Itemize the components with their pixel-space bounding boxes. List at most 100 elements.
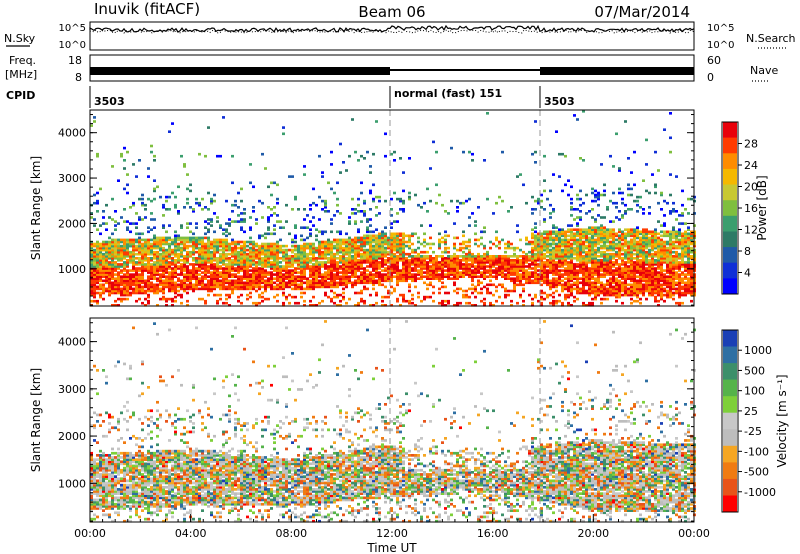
power-cell [603,240,606,244]
power-cell [510,259,513,262]
power-cell [552,224,555,227]
power-cell [345,169,348,172]
power-cell [207,242,210,246]
power-cell [501,271,504,274]
power-cell [633,183,636,187]
power-cell [150,212,153,215]
power-cell [642,291,645,295]
power-cell [225,246,228,250]
power-cell [537,197,540,201]
power-cell [555,263,558,266]
power-cell [126,271,129,274]
power-cell [594,195,597,199]
power-cell [171,252,174,256]
power-cell [453,261,456,264]
power-cell [639,297,642,301]
power-cell [156,285,159,289]
power-cell [342,248,345,252]
power-cell [417,261,420,264]
power-cell [162,259,165,262]
power-cell [213,277,216,280]
power-cell [198,240,201,244]
power-cell [288,259,291,262]
power-cell [303,263,306,266]
power-cell [342,161,345,164]
power-cell [189,230,192,234]
power-cell [519,261,522,264]
power-cell [543,218,546,221]
power-cell [582,246,585,250]
power-cell [402,275,405,278]
power-cell [591,230,594,234]
power-cell [588,242,591,246]
power-cell [342,269,345,272]
power-cell [639,285,642,289]
power-cell [555,267,558,270]
power-cell [234,252,237,256]
power-cell [318,252,321,256]
power-cell [189,189,192,193]
power-cell [558,252,561,256]
power-cell [339,299,342,303]
power-cell [630,228,633,231]
power-cell [549,236,552,240]
power-cell [558,257,561,260]
power-cell [486,287,489,291]
power-cell [588,301,591,305]
power-cell [144,244,147,248]
power-cell [396,212,399,215]
power-cell [366,218,369,221]
power-cell [129,279,132,283]
power-cell [237,240,240,244]
power-cell [279,265,282,268]
power-cell [321,299,324,303]
power-cell [468,238,471,242]
power-cell [402,246,405,250]
power-cell [312,287,315,291]
power-cell [588,248,591,252]
power-cell [540,236,543,240]
power-cell [642,228,645,231]
power-cell [363,261,366,264]
power-cell [261,281,264,285]
power-cell [540,273,543,276]
power-cell [528,267,531,270]
power-cell [282,304,285,307]
power-cell [192,246,195,250]
power-cell [594,273,597,276]
power-cell [189,244,192,248]
power-cell [264,269,267,272]
power-cell [627,291,630,295]
power-cell [360,261,363,264]
power-cell [507,289,510,293]
power-cell [180,283,183,287]
power-cell [237,252,240,256]
power-cell [201,197,204,201]
power-cell [489,259,492,262]
power-cell [447,261,450,264]
power-cell [444,273,447,276]
power-cell [579,265,582,268]
power-cell [255,244,258,248]
power-cell [639,273,642,276]
power-cell [561,228,564,231]
power-cell [567,295,570,299]
power-cell [492,263,495,266]
power-cell [363,269,366,272]
power-cell [306,226,309,229]
power-cell [96,287,99,291]
power-cell [114,242,117,246]
power-cell [507,277,510,280]
power-cell [330,289,333,293]
power-cell [285,271,288,274]
power-cell [114,228,117,231]
power-cell [474,232,477,236]
power-cell [399,257,402,260]
power-cell [90,255,93,258]
power-cell [162,287,165,291]
power-cell [243,208,246,211]
power-cell [453,222,456,225]
power-cell [279,275,282,278]
power-cell [264,250,267,254]
power-cell [219,242,222,246]
